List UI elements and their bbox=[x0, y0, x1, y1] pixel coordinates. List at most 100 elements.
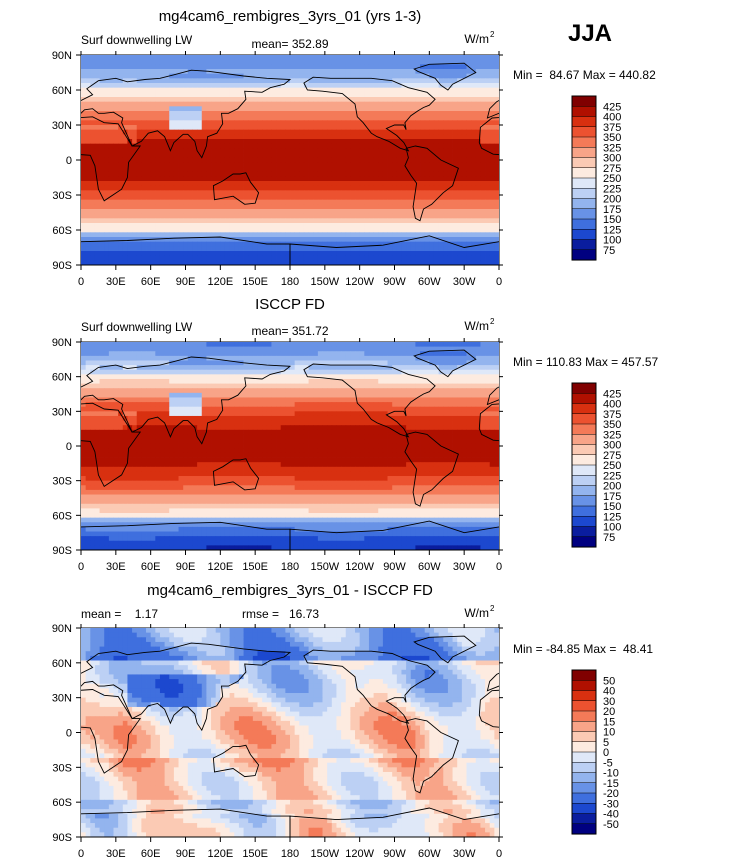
heatmap-cell bbox=[183, 171, 189, 177]
heatmap-cell bbox=[475, 360, 481, 366]
heatmap-cell bbox=[345, 87, 351, 93]
heatmap-cell bbox=[447, 92, 453, 98]
heatmap-cell bbox=[327, 378, 333, 384]
heatmap-cell bbox=[317, 181, 323, 187]
heatmap-cell bbox=[378, 143, 384, 149]
heatmap-cell bbox=[136, 346, 142, 352]
heatmap-cell bbox=[266, 129, 272, 135]
heatmap-cell bbox=[178, 209, 184, 215]
heatmap-cell bbox=[429, 78, 435, 84]
heatmap-cell bbox=[406, 69, 412, 75]
heatmap-cell bbox=[276, 185, 282, 191]
heatmap-cell bbox=[373, 360, 379, 366]
heatmap-cell bbox=[294, 199, 300, 205]
heatmap-cell bbox=[266, 162, 272, 168]
heatmap-cell bbox=[317, 64, 323, 70]
heatmap-cell bbox=[90, 139, 96, 145]
heatmap-cell bbox=[108, 171, 114, 177]
heatmap-cell bbox=[234, 73, 240, 79]
heatmap-cell bbox=[471, 351, 477, 357]
heatmap-cell bbox=[466, 190, 472, 196]
heatmap-cell bbox=[392, 213, 398, 219]
heatmap-cell bbox=[146, 213, 152, 219]
heatmap-cell bbox=[169, 255, 175, 261]
heatmap-cell bbox=[206, 346, 212, 352]
heatmap-cell bbox=[108, 351, 114, 357]
heatmap-cell bbox=[169, 162, 175, 168]
heatmap-cell bbox=[359, 241, 365, 247]
heatmap-cell bbox=[471, 237, 477, 243]
heatmap-cell bbox=[150, 246, 156, 252]
heatmap-cell bbox=[118, 69, 124, 75]
heatmap-cell bbox=[429, 355, 435, 361]
heatmap-cell bbox=[373, 101, 379, 107]
heatmap-cell bbox=[155, 101, 161, 107]
heatmap-cell bbox=[382, 101, 388, 107]
heatmap-cell bbox=[280, 190, 286, 196]
heatmap-cell bbox=[122, 111, 128, 117]
heatmap-cell bbox=[489, 148, 495, 154]
heatmap-cell bbox=[280, 260, 286, 265]
heatmap-cell bbox=[317, 97, 323, 103]
heatmap-cell bbox=[118, 195, 124, 201]
heatmap-cell bbox=[104, 365, 110, 371]
heatmap-cell bbox=[118, 260, 124, 265]
heatmap-cell bbox=[317, 360, 323, 366]
heatmap-cell bbox=[364, 374, 370, 380]
heatmap-cell bbox=[164, 190, 170, 196]
heatmap-cell bbox=[215, 246, 221, 252]
heatmap-cell bbox=[127, 64, 133, 70]
heatmap-cell bbox=[471, 204, 477, 210]
heatmap-cell bbox=[382, 125, 388, 131]
heatmap-cell bbox=[382, 218, 388, 224]
heatmap-cell bbox=[248, 204, 254, 210]
heatmap-cell bbox=[461, 115, 467, 121]
heatmap-cell bbox=[155, 78, 161, 84]
heatmap-cell bbox=[132, 157, 138, 163]
heatmap-cell bbox=[280, 360, 286, 366]
heatmap-cell bbox=[201, 167, 207, 173]
heatmap-cell bbox=[252, 213, 258, 219]
heatmap-cell bbox=[81, 190, 87, 196]
heatmap-cell bbox=[420, 143, 426, 149]
heatmap-cell bbox=[299, 143, 305, 149]
heatmap-cell bbox=[368, 369, 374, 375]
heatmap-cell bbox=[317, 69, 323, 75]
heatmap-cell bbox=[192, 120, 198, 126]
heatmap-cell bbox=[345, 260, 351, 265]
heatmap-cell bbox=[197, 342, 203, 348]
heatmap-cell bbox=[164, 374, 170, 380]
heatmap-cell bbox=[104, 148, 110, 154]
heatmap-cell bbox=[471, 209, 477, 215]
heatmap-cell bbox=[229, 153, 235, 159]
heatmap-cell bbox=[471, 195, 477, 201]
heatmap-cell bbox=[447, 176, 453, 182]
heatmap-cell bbox=[373, 190, 379, 196]
heatmap-cell bbox=[485, 167, 491, 173]
heatmap-cell bbox=[169, 83, 175, 89]
heatmap-cell bbox=[99, 260, 105, 265]
heatmap-cell bbox=[494, 148, 499, 154]
heatmap-cell bbox=[178, 59, 184, 65]
heatmap-cell bbox=[368, 232, 374, 238]
heatmap-cell bbox=[461, 190, 467, 196]
heatmap-cell bbox=[108, 218, 114, 224]
heatmap-cell bbox=[211, 195, 217, 201]
heatmap-cell bbox=[187, 251, 193, 257]
heatmap-cell bbox=[294, 218, 300, 224]
heatmap-cell bbox=[429, 97, 435, 103]
heatmap-cell bbox=[471, 64, 477, 70]
heatmap-cell bbox=[276, 87, 282, 93]
heatmap-cell bbox=[90, 204, 96, 210]
heatmap-cell bbox=[238, 255, 244, 261]
heatmap-cell bbox=[406, 195, 412, 201]
heatmap-cell bbox=[276, 260, 282, 265]
heatmap-cell bbox=[392, 129, 398, 135]
heatmap-cell bbox=[331, 171, 337, 177]
heatmap-cell bbox=[457, 69, 463, 75]
heatmap-cell bbox=[215, 101, 221, 107]
heatmap-cell bbox=[378, 369, 384, 375]
heatmap-cell bbox=[159, 360, 165, 366]
heatmap-cell bbox=[415, 101, 421, 107]
colorbar-swatch bbox=[571, 136, 597, 148]
